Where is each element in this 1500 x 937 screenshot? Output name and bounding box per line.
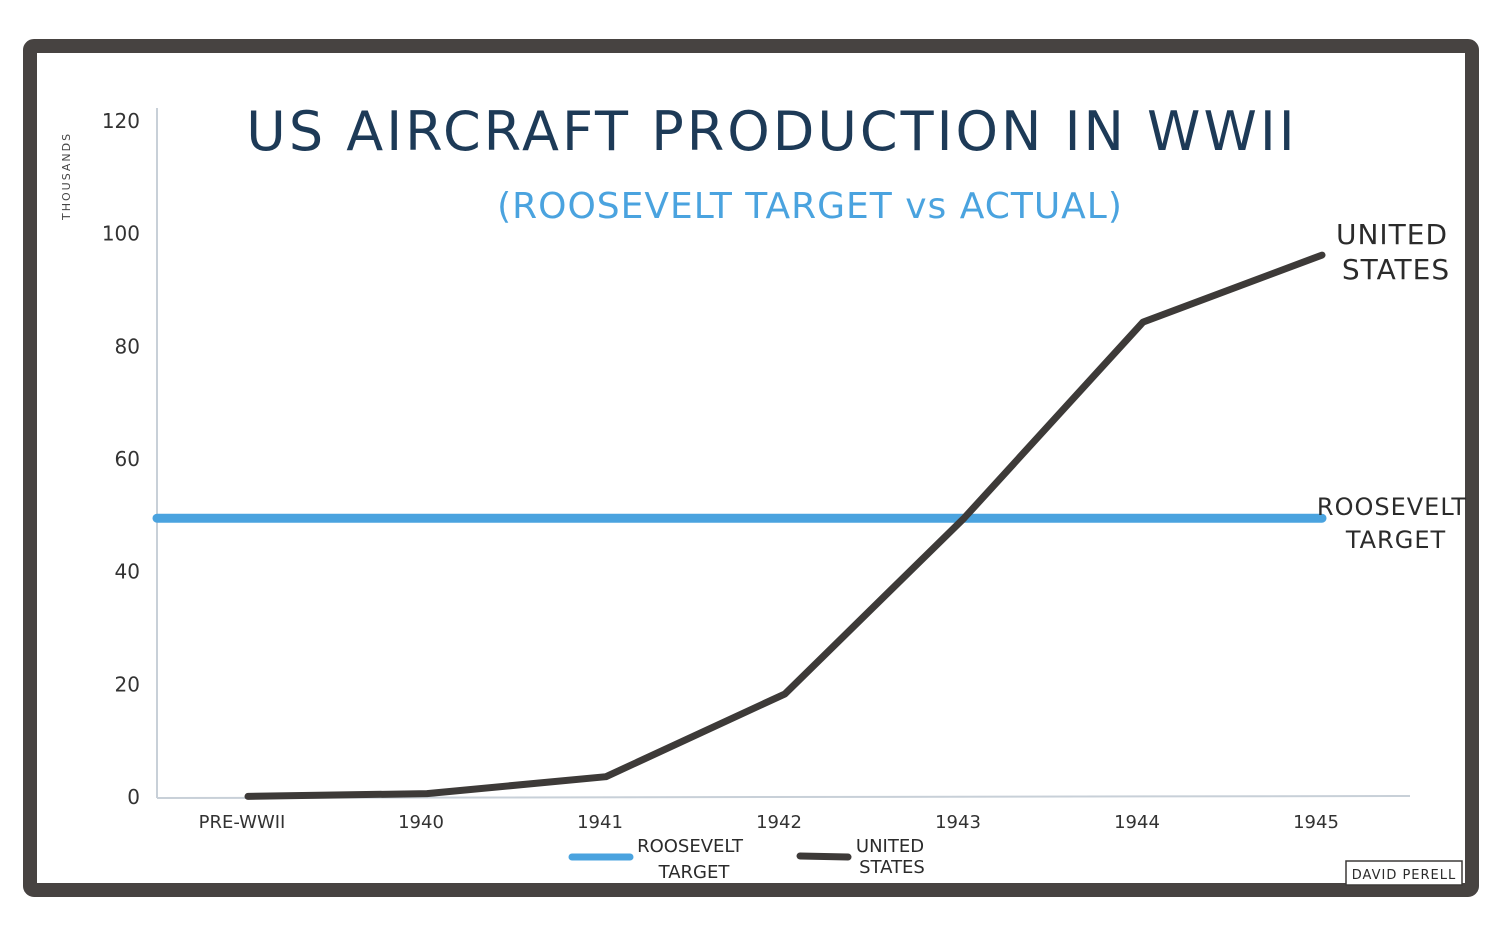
y-tick-label: 100 [102,222,140,246]
y-tick-label: 40 [115,560,140,584]
chart-title: US AIRCRAFT PRODUCTION IN WWII [246,100,1297,163]
x-tick-label: 1940 [398,812,444,833]
x-tick-label: 1944 [1114,812,1160,833]
x-tick-label: 1943 [935,812,981,833]
y-axis-unit: THOUSANDS [60,132,73,221]
legend-swatch-united-states [796,852,852,861]
x-tick-label: 1941 [577,812,623,833]
credit-border [1345,860,1463,886]
legend-label-united-states-line1: UNITED [856,836,924,857]
series-end-label: STATES [1342,253,1450,286]
series-end-label: TARGET [1345,526,1446,554]
y-tick-label: 20 [115,672,140,696]
legend-label-roosevelt-target-line2: TARGET [658,862,731,883]
x-tick-label: PRE-WWII [199,812,286,833]
y-tick-label: 80 [115,334,140,358]
legend-label-united-states-line2: STATES [859,857,925,878]
legend: ROOSEVELT TARGET UNITED STATES [568,836,925,883]
y-tick-label: 60 [115,447,140,471]
series-end-label: ROOSEVELT [1317,493,1467,521]
y-tick-label: 0 [127,785,140,809]
series-end-label: UNITED [1336,218,1448,251]
chart-frame [23,39,1479,897]
series-line-united-states [244,251,1326,800]
credit-text: DAVID PERELL [1352,868,1457,883]
series-lines [152,251,1327,800]
legend-label-roosevelt-target-line1: ROOSEVELT [637,836,744,857]
credit-box: DAVID PERELL [1345,860,1463,886]
x-tick-label: 1945 [1293,812,1339,833]
chart-subtitle: (ROOSEVELT TARGET vs ACTUAL) [497,186,1123,227]
x-tick-label: 1942 [756,812,802,833]
y-tick-labels: 0 20 40 60 80 100 120 [102,109,140,809]
y-tick-label: 120 [102,109,140,133]
x-tick-labels: PRE-WWII 1940 1941 1942 1943 1944 1945 [199,812,1339,833]
